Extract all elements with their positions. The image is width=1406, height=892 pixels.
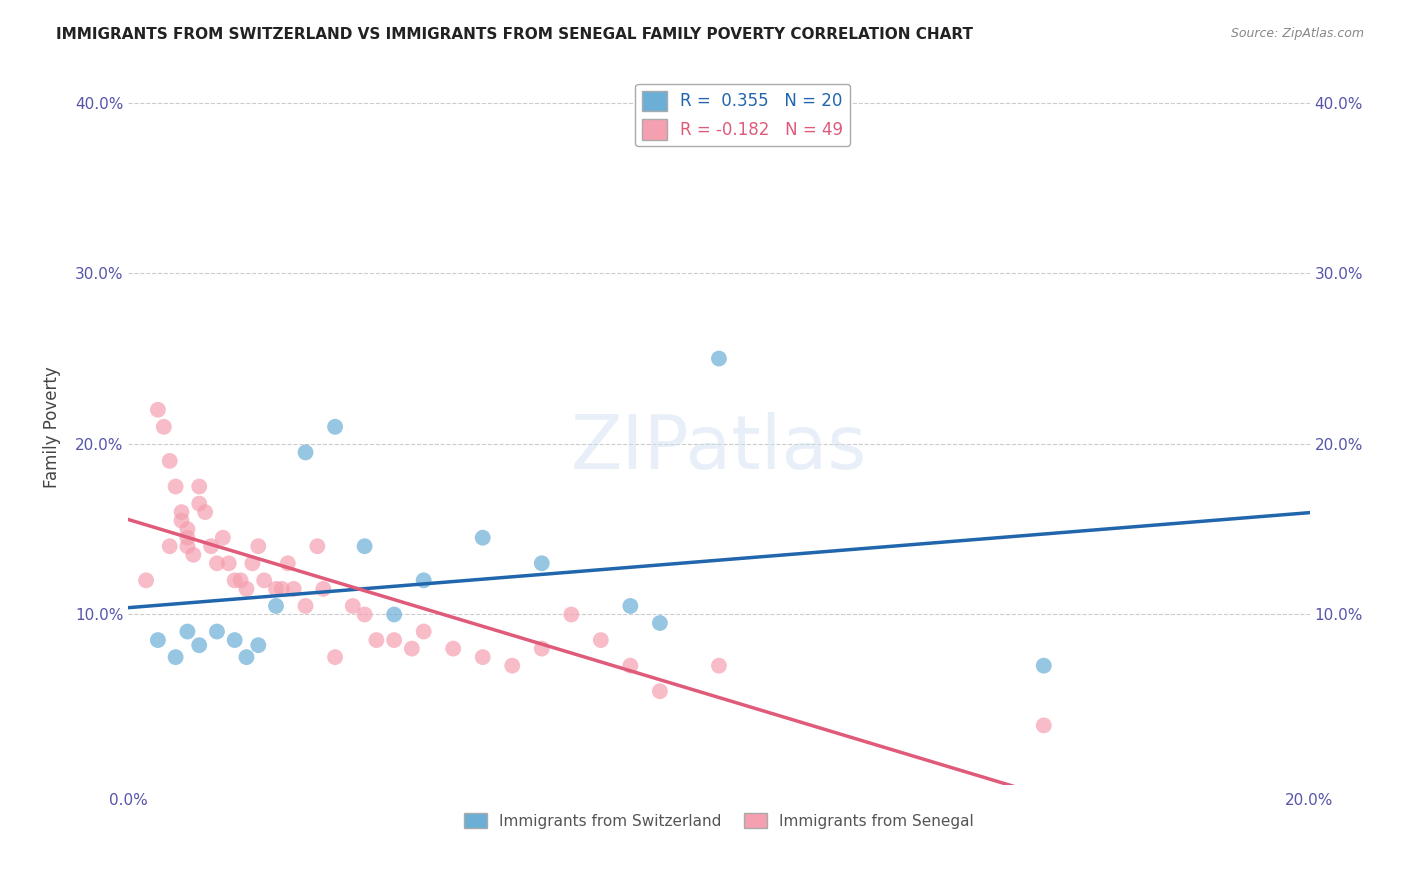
Point — [135, 574, 157, 588]
Point — [307, 539, 329, 553]
Point — [264, 599, 287, 613]
Point — [1032, 658, 1054, 673]
Point — [277, 556, 299, 570]
Point — [323, 650, 346, 665]
Point — [247, 638, 270, 652]
Point — [176, 531, 198, 545]
Point — [170, 514, 193, 528]
Point — [205, 624, 228, 639]
Point — [342, 599, 364, 613]
Point — [382, 633, 405, 648]
Point — [159, 539, 181, 553]
Point — [200, 539, 222, 553]
Point — [353, 539, 375, 553]
Point — [530, 641, 553, 656]
Point — [619, 599, 641, 613]
Point — [165, 479, 187, 493]
Point — [146, 633, 169, 648]
Point — [530, 556, 553, 570]
Point — [176, 624, 198, 639]
Point — [170, 505, 193, 519]
Point — [153, 419, 176, 434]
Point — [242, 556, 264, 570]
Point — [247, 539, 270, 553]
Point — [212, 531, 235, 545]
Point — [176, 539, 198, 553]
Point — [1032, 718, 1054, 732]
Point — [312, 582, 335, 596]
Point — [235, 650, 257, 665]
Point — [224, 633, 246, 648]
Point — [165, 650, 187, 665]
Point — [382, 607, 405, 622]
Point — [412, 624, 434, 639]
Text: Source: ZipAtlas.com: Source: ZipAtlas.com — [1230, 27, 1364, 40]
Point — [323, 419, 346, 434]
Point — [501, 658, 523, 673]
Point — [412, 574, 434, 588]
Point — [471, 531, 494, 545]
Point — [159, 454, 181, 468]
Point — [441, 641, 464, 656]
Point — [707, 658, 730, 673]
Point — [183, 548, 205, 562]
Point — [283, 582, 305, 596]
Point — [264, 582, 287, 596]
Text: ZIPatlas: ZIPatlas — [571, 412, 868, 485]
Legend: Immigrants from Switzerland, Immigrants from Senegal: Immigrants from Switzerland, Immigrants … — [458, 806, 980, 835]
Point — [205, 556, 228, 570]
Point — [218, 556, 240, 570]
Point — [176, 522, 198, 536]
Point — [294, 599, 316, 613]
Point — [353, 607, 375, 622]
Point — [188, 638, 211, 652]
Point — [229, 574, 252, 588]
Point — [401, 641, 423, 656]
Point — [271, 582, 294, 596]
Point — [188, 497, 211, 511]
Point — [648, 684, 671, 698]
Point — [224, 574, 246, 588]
Point — [294, 445, 316, 459]
Point — [366, 633, 388, 648]
Text: IMMIGRANTS FROM SWITZERLAND VS IMMIGRANTS FROM SENEGAL FAMILY POVERTY CORRELATIO: IMMIGRANTS FROM SWITZERLAND VS IMMIGRANT… — [56, 27, 973, 42]
Point — [235, 582, 257, 596]
Point — [707, 351, 730, 366]
Point — [471, 650, 494, 665]
Point — [648, 615, 671, 630]
Point — [253, 574, 276, 588]
Point — [560, 607, 582, 622]
Point — [589, 633, 612, 648]
Point — [619, 658, 641, 673]
Point — [188, 479, 211, 493]
Point — [194, 505, 217, 519]
Y-axis label: Family Poverty: Family Poverty — [44, 366, 60, 488]
Point — [146, 402, 169, 417]
